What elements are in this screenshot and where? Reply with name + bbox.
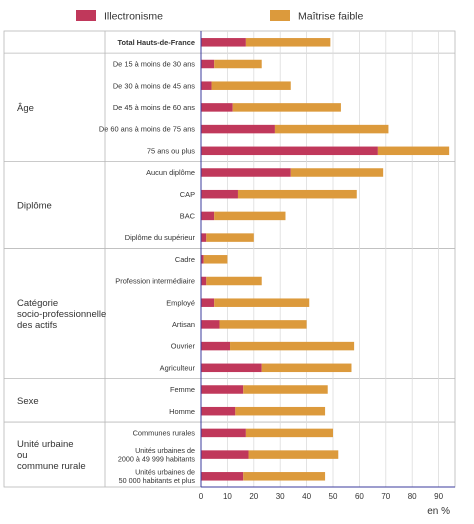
row-label: Total Hauts-de-France	[118, 38, 195, 47]
x-tick-label: 60	[355, 492, 364, 501]
row-label: De 30 à moins de 45 ans	[113, 81, 195, 90]
table-frame	[3, 30, 456, 488]
row-label: Artisan	[172, 320, 195, 329]
bar-illectronisme	[201, 276, 207, 286]
bar-maitrise-faible	[245, 428, 333, 438]
x-tick-label: 30	[276, 492, 285, 501]
x-tick-label: 50	[329, 492, 338, 501]
group-label: Sexe	[17, 396, 39, 407]
x-tick-label: 20	[249, 492, 258, 501]
bar-illectronisme	[201, 428, 246, 438]
bar-illectronisme	[201, 189, 238, 199]
row-label: Unités urbaines de 2000 à 49 999 habitant…	[118, 446, 196, 464]
legend-swatch-2	[270, 10, 290, 21]
bar-illectronisme	[201, 406, 236, 416]
bar-illectronisme	[201, 298, 215, 307]
bar-maitrise-faible	[235, 406, 326, 416]
bar-illectronisme	[201, 124, 275, 134]
bar-illectronisme	[201, 320, 220, 329]
group-label: Âge	[17, 103, 34, 114]
group-label: Diplôme	[17, 201, 52, 212]
bar-maitrise-faible	[206, 276, 262, 286]
row-label: Ouvrier	[171, 342, 196, 351]
bar-illectronisme	[201, 103, 233, 112]
bar-maitrise-faible	[232, 103, 341, 112]
row-label: De 15 à moins de 30 ans	[113, 60, 195, 69]
row-label: Unités urbaines de 50 000 habitants et pl…	[119, 468, 196, 486]
bar-illectronisme	[201, 341, 231, 351]
bar-maitrise-faible	[274, 124, 389, 134]
bar-maitrise-faible	[230, 341, 355, 351]
row-label: Femme	[170, 385, 195, 394]
legend-label-2: Maîtrise faible	[298, 11, 364, 23]
bar-maitrise-faible	[290, 168, 384, 177]
row-label: BAC	[180, 212, 196, 221]
row-label: De 60 ans à moins de 75 ans	[99, 125, 195, 134]
row-label: CAP	[180, 190, 195, 199]
bar-illectronisme	[201, 255, 204, 264]
bar-maitrise-faible	[214, 59, 262, 69]
row-label: Cadre	[175, 255, 195, 264]
bar-illectronisme	[201, 211, 215, 221]
bar-maitrise-faible	[261, 363, 352, 373]
bar-maitrise-faible	[237, 189, 357, 199]
bar-illectronisme	[201, 233, 207, 242]
bar-maitrise-faible	[377, 146, 450, 156]
bar-illectronisme	[201, 363, 262, 373]
row-label: Aucun diplôme	[146, 168, 195, 177]
bar-maitrise-faible	[243, 385, 328, 394]
x-tick-label: 0	[199, 492, 204, 501]
unit-label: en %	[427, 506, 450, 517]
x-tick-label: 90	[434, 492, 443, 501]
bar-maitrise-faible	[214, 211, 286, 221]
row-label: Profession intermédiaire	[115, 277, 195, 286]
bar-illectronisme	[201, 385, 244, 394]
row-label: Communes rurales	[133, 429, 196, 438]
legend-swatch-1	[76, 10, 96, 21]
bar-maitrise-faible	[243, 472, 326, 481]
row-label: 75 ans ou plus	[147, 146, 195, 155]
x-tick-label: 40	[302, 492, 311, 501]
row-label: Diplôme du supérieur	[125, 233, 196, 242]
bar-maitrise-faible	[248, 450, 339, 459]
group-label: Unité urbaine ou commune rurale	[17, 439, 86, 472]
row-label: Employé	[166, 298, 195, 307]
bar-illectronisme	[201, 450, 249, 459]
legend-label-1: Illectronisme	[104, 11, 163, 23]
x-tick-label: 80	[408, 492, 417, 501]
x-tick-label: 10	[223, 492, 232, 501]
bar-illectronisme	[201, 81, 212, 90]
bar-maitrise-faible	[245, 38, 331, 47]
bar-illectronisme	[201, 168, 291, 177]
group-label: Catégorie socio-professionnelle des actifs	[17, 298, 106, 331]
bar-illectronisme	[201, 472, 244, 481]
bar-maitrise-faible	[206, 233, 254, 242]
bar-illectronisme	[201, 59, 215, 69]
bar-illectronisme	[201, 146, 378, 156]
row-label: Agriculteur	[160, 363, 196, 372]
bar-maitrise-faible	[211, 81, 291, 90]
row-label: Homme	[169, 407, 195, 416]
x-tick-label: 70	[381, 492, 390, 501]
bar-maitrise-faible	[214, 298, 310, 307]
bar-maitrise-faible	[203, 255, 228, 264]
bar-illectronisme	[201, 38, 246, 47]
row-label: De 45 à moins de 60 ans	[113, 103, 195, 112]
bar-maitrise-faible	[219, 320, 307, 329]
